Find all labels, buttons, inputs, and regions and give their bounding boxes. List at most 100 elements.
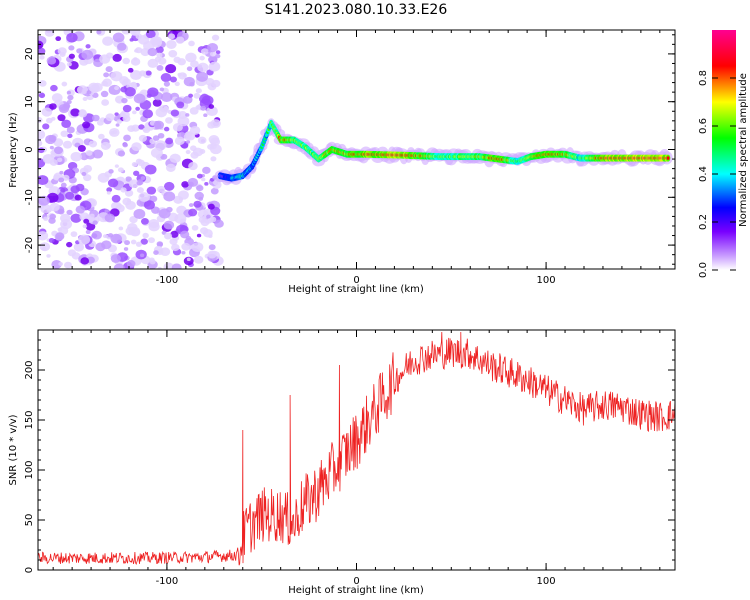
- spectrogram-ylabel: Frequency (Hz): [8, 112, 19, 188]
- noise-blob: [39, 55, 45, 60]
- noise-blob: [135, 106, 140, 111]
- noise-blob: [75, 205, 86, 214]
- noise-blob: [190, 60, 199, 68]
- noise-blob: [185, 132, 196, 141]
- noise-blob: [170, 230, 179, 238]
- noise-blob: [81, 49, 94, 60]
- noise-blob: [153, 250, 159, 255]
- x-tick-label: 0: [353, 275, 359, 286]
- noise-blob: [175, 36, 185, 44]
- noise-blob: [41, 107, 53, 117]
- noise-blob: [117, 150, 126, 157]
- noise-blob: [135, 241, 142, 247]
- noise-blob: [169, 238, 178, 246]
- y-tick-label: -20: [24, 237, 35, 253]
- noise-blob: [185, 52, 197, 63]
- noise-blob: [207, 203, 215, 210]
- noise-blob: [121, 97, 128, 104]
- noise-blob: [130, 70, 142, 81]
- y-tick-label: 150: [24, 410, 35, 429]
- noise-blob: [163, 126, 170, 132]
- noise-blob: [196, 71, 209, 82]
- noise-blob: [117, 167, 124, 173]
- noise-blob: [38, 129, 46, 140]
- noise-blob: [126, 260, 136, 268]
- noise-blob: [76, 85, 88, 95]
- noise-blob: [57, 208, 65, 215]
- noise-blob: [61, 81, 68, 87]
- noise-blob: [122, 57, 130, 65]
- noise-blob: [143, 200, 155, 210]
- colorbar-tick-label: 0.6: [698, 118, 709, 134]
- noise-blob: [83, 174, 92, 182]
- noise-blob: [59, 170, 64, 175]
- noise-blob: [64, 261, 72, 269]
- noise-blob: [183, 76, 195, 87]
- noise-blob: [202, 166, 211, 174]
- noise-blob: [209, 144, 222, 155]
- noise-blob: [174, 81, 180, 87]
- noise-blob: [103, 72, 110, 78]
- noise-blob: [105, 66, 113, 73]
- snr-frame: [37, 329, 676, 571]
- noise-blob: [48, 217, 56, 224]
- noise-blob: [131, 162, 138, 167]
- y-tick-label: 50: [24, 514, 35, 527]
- noise-blob: [148, 237, 155, 244]
- noise-blob: [140, 218, 149, 225]
- noise-blob: [210, 119, 221, 129]
- noise-blob: [55, 36, 62, 42]
- noise-blob: [149, 36, 161, 46]
- noise-blob: [208, 135, 220, 145]
- noise-blob: [209, 216, 217, 223]
- x-tick-label: 100: [537, 275, 556, 286]
- noise-blob: [191, 224, 199, 231]
- noise-blob: [113, 263, 125, 269]
- noise-blob: [146, 186, 157, 195]
- noise-blob: [130, 239, 137, 245]
- noise-blob: [83, 218, 90, 224]
- noise-blob: [156, 64, 164, 71]
- noise-blob: [92, 220, 98, 225]
- noise-blob: [66, 62, 72, 67]
- noise-blob: [207, 250, 217, 259]
- noise-blob: [159, 87, 165, 92]
- noise-blob: [136, 187, 144, 194]
- noise-blob: [206, 214, 211, 219]
- noise-blob: [49, 202, 60, 212]
- noise-blob: [85, 44, 91, 49]
- noise-blob: [101, 99, 110, 106]
- noise-blob: [210, 156, 217, 162]
- noise-blob: [133, 93, 146, 104]
- colorbar-tick-label: 0.4: [698, 166, 709, 182]
- noise-blob: [200, 105, 207, 111]
- noise-blob: [174, 213, 187, 224]
- noise-blob: [188, 208, 198, 217]
- y-tick-label: 0: [24, 567, 35, 573]
- noise-blob: [115, 123, 120, 127]
- noise-blob: [120, 187, 127, 193]
- noise-blob: [199, 55, 205, 61]
- noise-blob: [89, 213, 95, 218]
- noise-blob: [78, 109, 88, 118]
- noise-blob: [173, 56, 181, 63]
- noise-blob: [67, 249, 77, 257]
- chart-title: S141.2023.080.10.33.E26: [265, 2, 448, 18]
- noise-blob: [38, 80, 47, 87]
- noise-blob: [193, 200, 202, 208]
- noise-blob: [122, 104, 132, 113]
- noise-blob: [149, 195, 158, 203]
- noise-blob: [46, 117, 53, 124]
- noise-blob: [203, 113, 208, 118]
- noise-blob: [188, 162, 198, 171]
- noise-blob: [177, 72, 182, 77]
- noise-blob: [154, 56, 162, 62]
- noise-blob: [157, 132, 165, 139]
- noise-blob: [123, 134, 131, 142]
- noise-blob: [208, 61, 221, 72]
- noise-blob: [208, 244, 216, 251]
- noise-blob: [127, 125, 136, 133]
- noise-blob: [104, 209, 109, 213]
- noise-blob: [38, 139, 43, 147]
